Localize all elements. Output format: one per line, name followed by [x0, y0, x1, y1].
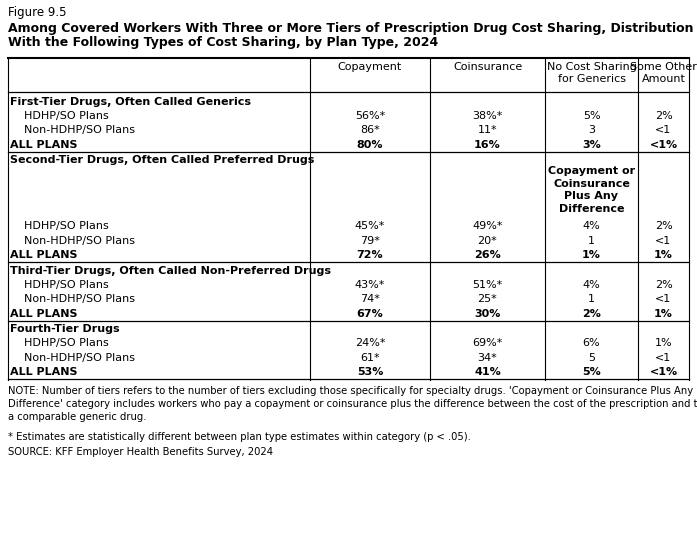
Text: No Cost Sharing
for Generics: No Cost Sharing for Generics	[546, 62, 636, 84]
Text: 80%: 80%	[357, 140, 383, 150]
Text: Some Other
Amount: Some Other Amount	[630, 62, 697, 84]
Text: Coinsurance: Coinsurance	[453, 62, 522, 72]
Text: 6%: 6%	[583, 339, 600, 348]
Text: 11*: 11*	[477, 125, 498, 136]
Text: 24%*: 24%*	[355, 339, 385, 348]
Text: 3: 3	[588, 125, 595, 136]
Text: NOTE: Number of tiers refers to the number of tiers excluding those specifically: NOTE: Number of tiers refers to the numb…	[8, 386, 697, 422]
Text: 2%: 2%	[654, 222, 673, 231]
Text: Copayment or
Coinsurance
Plus Any
Difference: Copayment or Coinsurance Plus Any Differ…	[548, 166, 635, 213]
Text: With the Following Types of Cost Sharing, by Plan Type, 2024: With the Following Types of Cost Sharing…	[8, 36, 438, 49]
Text: ALL PLANS: ALL PLANS	[10, 309, 77, 319]
Text: 38%*: 38%*	[473, 111, 503, 121]
Text: 5: 5	[588, 353, 595, 363]
Text: Non-HDHP/SO Plans: Non-HDHP/SO Plans	[10, 125, 135, 136]
Text: 16%: 16%	[474, 140, 501, 150]
Text: 3%: 3%	[582, 140, 601, 150]
Text: <1%: <1%	[650, 140, 677, 150]
Text: ALL PLANS: ALL PLANS	[10, 140, 77, 150]
Text: Second-Tier Drugs, Often Called Preferred Drugs: Second-Tier Drugs, Often Called Preferre…	[10, 155, 314, 165]
Text: HDHP/SO Plans: HDHP/SO Plans	[10, 222, 109, 231]
Text: 1%: 1%	[654, 251, 673, 260]
Text: * Estimates are statistically different between plan type estimates within categ: * Estimates are statistically different …	[8, 432, 471, 442]
Text: 61*: 61*	[360, 353, 380, 363]
Text: 56%*: 56%*	[355, 111, 385, 121]
Text: 1%: 1%	[654, 339, 673, 348]
Text: 1: 1	[588, 294, 595, 305]
Text: 30%: 30%	[475, 309, 500, 319]
Text: Fourth-Tier Drugs: Fourth-Tier Drugs	[10, 324, 120, 334]
Text: 49%*: 49%*	[473, 222, 503, 231]
Text: 26%: 26%	[474, 251, 501, 260]
Text: 4%: 4%	[583, 280, 600, 290]
Text: ALL PLANS: ALL PLANS	[10, 368, 77, 377]
Text: 1%: 1%	[582, 251, 601, 260]
Text: 20*: 20*	[477, 236, 498, 246]
Text: Non-HDHP/SO Plans: Non-HDHP/SO Plans	[10, 294, 135, 305]
Text: 43%*: 43%*	[355, 280, 385, 290]
Text: <1: <1	[655, 294, 672, 305]
Text: 25*: 25*	[477, 294, 498, 305]
Text: 2%: 2%	[582, 309, 601, 319]
Text: Among Covered Workers With Three or More Tiers of Prescription Drug Cost Sharing: Among Covered Workers With Three or More…	[8, 22, 694, 35]
Text: 86*: 86*	[360, 125, 380, 136]
Text: Copayment: Copayment	[338, 62, 402, 72]
Text: 41%: 41%	[474, 368, 501, 377]
Text: ALL PLANS: ALL PLANS	[10, 251, 77, 260]
Text: <1: <1	[655, 125, 672, 136]
Text: 1: 1	[588, 236, 595, 246]
Text: HDHP/SO Plans: HDHP/SO Plans	[10, 339, 109, 348]
Text: <1: <1	[655, 236, 672, 246]
Text: 1%: 1%	[654, 309, 673, 319]
Text: Third-Tier Drugs, Often Called Non-Preferred Drugs: Third-Tier Drugs, Often Called Non-Prefe…	[10, 266, 331, 276]
Text: 69%*: 69%*	[473, 339, 503, 348]
Text: 34*: 34*	[477, 353, 498, 363]
Text: 72%: 72%	[357, 251, 383, 260]
Text: 53%: 53%	[357, 368, 383, 377]
Text: 74*: 74*	[360, 294, 380, 305]
Text: 2%: 2%	[654, 280, 673, 290]
Text: First-Tier Drugs, Often Called Generics: First-Tier Drugs, Often Called Generics	[10, 97, 251, 107]
Text: Figure 9.5: Figure 9.5	[8, 6, 66, 19]
Text: 5%: 5%	[582, 368, 601, 377]
Text: 2%: 2%	[654, 111, 673, 121]
Text: SOURCE: KFF Employer Health Benefits Survey, 2024: SOURCE: KFF Employer Health Benefits Sur…	[8, 447, 273, 457]
Text: 4%: 4%	[583, 222, 600, 231]
Text: <1%: <1%	[650, 368, 677, 377]
Text: HDHP/SO Plans: HDHP/SO Plans	[10, 280, 109, 290]
Text: 79*: 79*	[360, 236, 380, 246]
Text: <1: <1	[655, 353, 672, 363]
Text: 67%: 67%	[357, 309, 383, 319]
Text: 45%*: 45%*	[355, 222, 385, 231]
Text: 51%*: 51%*	[473, 280, 503, 290]
Text: Non-HDHP/SO Plans: Non-HDHP/SO Plans	[10, 353, 135, 363]
Text: HDHP/SO Plans: HDHP/SO Plans	[10, 111, 109, 121]
Text: 5%: 5%	[583, 111, 600, 121]
Text: Non-HDHP/SO Plans: Non-HDHP/SO Plans	[10, 236, 135, 246]
